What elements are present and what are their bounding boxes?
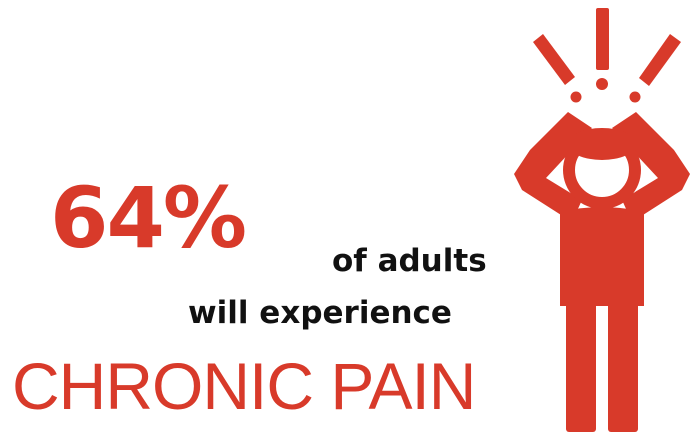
exclamation-mark-left — [533, 34, 575, 85]
hands-on-head — [568, 128, 636, 160]
face — [580, 167, 624, 193]
stat-line-2: will experience — [188, 295, 452, 331]
stat-line-1: of adults — [332, 243, 487, 279]
person-in-pain-icon — [514, 8, 690, 432]
exclamation-mark-right — [639, 34, 681, 86]
torso — [560, 207, 644, 306]
right-arm — [612, 112, 690, 222]
exclamation-marks-icon — [533, 8, 681, 103]
left-arm — [514, 112, 592, 222]
left-leg — [566, 296, 596, 432]
right-leg — [608, 296, 638, 432]
stat-headline: CHRONIC PAIN — [12, 349, 476, 423]
exclamation-dot-right — [629, 91, 641, 103]
exclamation-dot-left — [570, 91, 582, 103]
exclamation-dot-center — [596, 78, 608, 90]
stat-percent: 64% — [50, 169, 247, 267]
exclamation-mark-center — [596, 8, 609, 70]
